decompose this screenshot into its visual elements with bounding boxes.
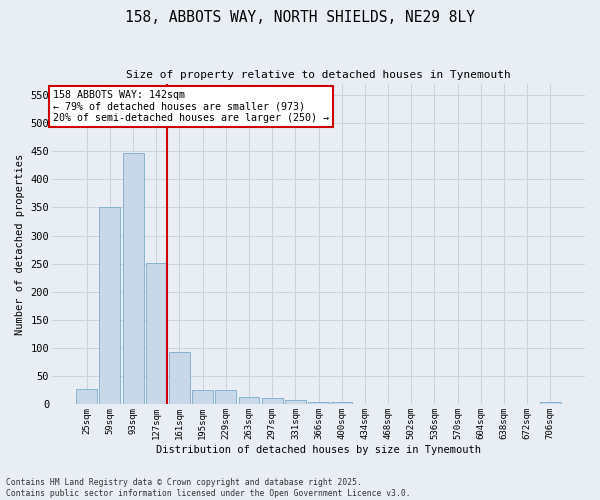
Bar <box>331 402 352 404</box>
Bar <box>215 390 236 404</box>
Text: Contains HM Land Registry data © Crown copyright and database right 2025.
Contai: Contains HM Land Registry data © Crown c… <box>6 478 410 498</box>
Bar <box>239 396 259 404</box>
Bar <box>540 402 561 404</box>
Bar <box>285 400 306 404</box>
Bar <box>122 153 143 405</box>
Bar <box>76 389 97 404</box>
Bar <box>262 398 283 404</box>
X-axis label: Distribution of detached houses by size in Tynemouth: Distribution of detached houses by size … <box>156 445 481 455</box>
Bar <box>308 402 329 404</box>
Text: 158 ABBOTS WAY: 142sqm
← 79% of detached houses are smaller (973)
20% of semi-de: 158 ABBOTS WAY: 142sqm ← 79% of detached… <box>53 90 329 123</box>
Bar <box>169 352 190 405</box>
Y-axis label: Number of detached properties: Number of detached properties <box>15 154 25 334</box>
Bar <box>100 208 121 404</box>
Text: 158, ABBOTS WAY, NORTH SHIELDS, NE29 8LY: 158, ABBOTS WAY, NORTH SHIELDS, NE29 8LY <box>125 10 475 25</box>
Bar <box>192 390 213 404</box>
Bar <box>146 262 167 404</box>
Title: Size of property relative to detached houses in Tynemouth: Size of property relative to detached ho… <box>126 70 511 80</box>
